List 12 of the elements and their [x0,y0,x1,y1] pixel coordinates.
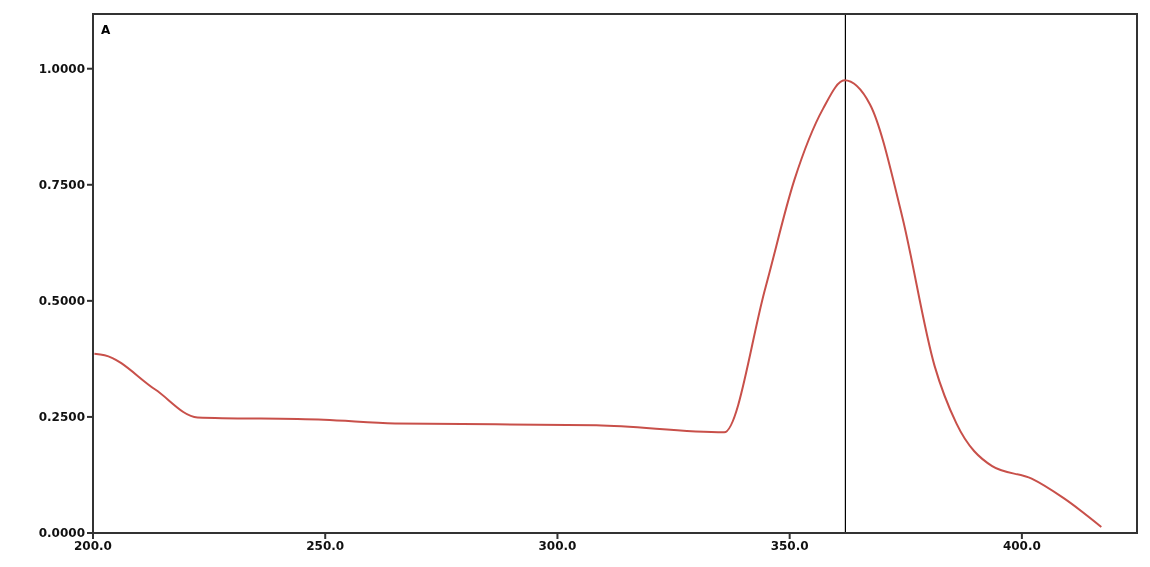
line-series [93,79,1103,528]
y-tick-label: 1.0000 [38,61,85,76]
y-tick-label: 0.2500 [38,410,85,425]
x-tick-label: 250.0 [306,538,345,553]
y-tick-label: 0.5000 [38,294,85,309]
x-tick-label: 200.0 [74,538,112,553]
x-tick-label: 400.0 [1002,538,1041,553]
x-tick-label: 350.0 [770,538,809,553]
x-tick-label: 300.0 [538,538,577,553]
y-tick-label: 0.0000 [38,526,85,541]
y-tick-label: 0.7500 [38,178,85,193]
y-axis-title: A [101,23,111,37]
